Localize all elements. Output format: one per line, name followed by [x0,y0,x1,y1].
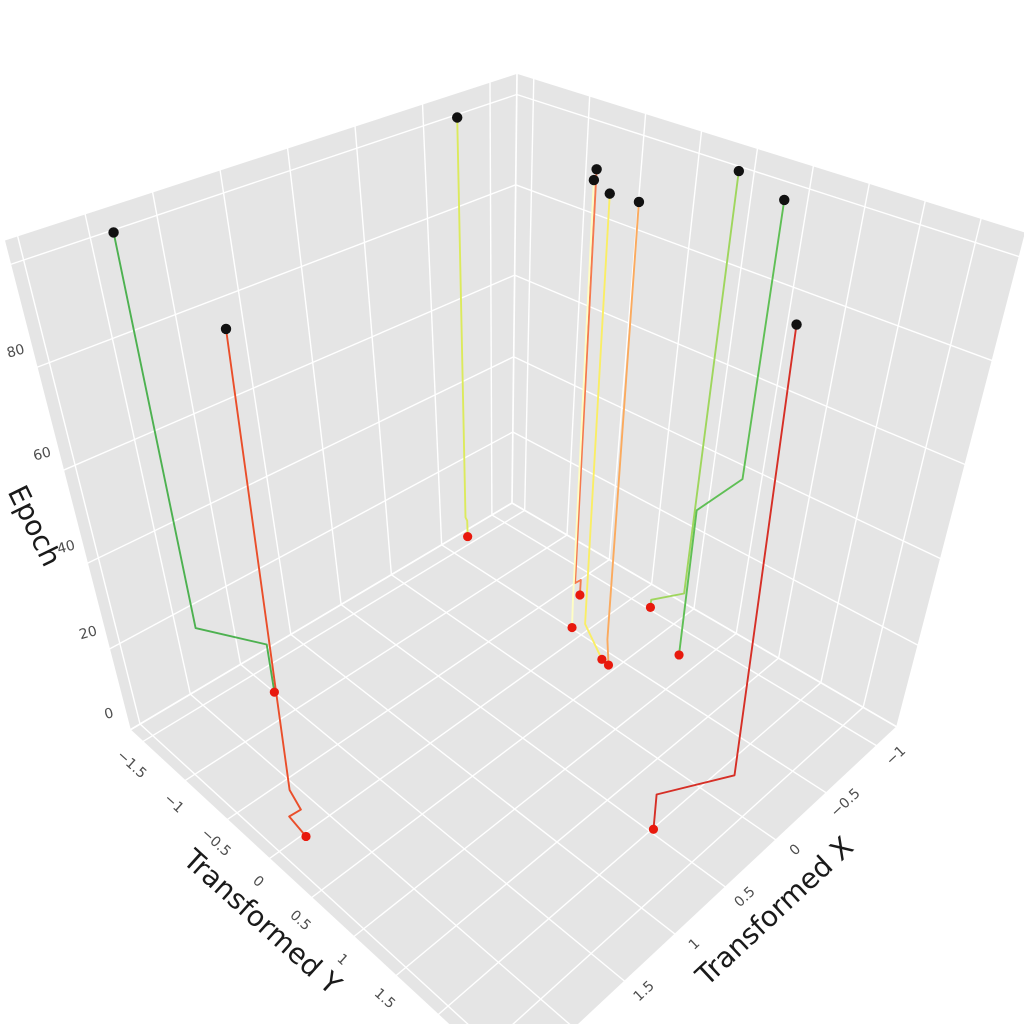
x-tick-label: 1 [686,935,703,953]
box-edge [129,502,513,731]
floor-grid-x [340,603,727,888]
epoch-end-marker-6 [779,194,790,206]
floor-grid-y [353,632,737,938]
floor-grid-y [142,509,526,743]
leftwall-grid-x [286,147,342,605]
epoch-end-marker-2 [108,227,119,238]
trajectory-line-1 [456,116,469,538]
rightwall-grid-y [735,165,815,634]
box-edge [516,72,1024,233]
leftwall-grid-x [16,235,141,725]
x-tick-label: 1.5 [631,978,658,1005]
rightwall-grid-z [516,93,1020,258]
y-tick-label: −1.5 [113,747,149,782]
z-tick-label: 20 [77,623,98,643]
floor-grid-x [139,723,469,1024]
trajectory-line-9 [584,192,611,661]
epoch-end-marker-9 [604,188,615,199]
epoch-start-marker-8 [567,622,577,633]
box-edge [578,726,898,1024]
floor-grid-y [437,682,822,1016]
epoch-start-marker-2 [269,687,279,697]
right-wall-pane [512,73,1024,727]
leftwall-grid-x [84,213,191,695]
epoch-start-marker-1 [463,531,473,542]
leftwall-grid-z [62,274,515,471]
leftwall-grid-x [151,191,242,665]
floor-grid-x [189,693,571,1024]
leftwall-grid-z [36,184,516,369]
trajectory-line-3 [225,327,307,838]
box-edge [511,72,518,504]
trajectory-line-7 [574,168,598,596]
rightwall-grid-y [693,148,759,609]
z-tick-label: 40 [55,538,76,558]
epoch-end-marker-5 [733,165,745,177]
epoch-start-marker-6 [674,650,684,660]
y-tick-label: 1.5 [371,985,398,1012]
left-wall-pane [4,73,517,730]
grid-lines [10,78,1020,1024]
box-edge [3,72,518,241]
trajectory-line-10 [606,200,640,666]
y-tick-label: −1 [161,791,187,817]
trajectory-line-2 [112,231,276,694]
box-edge [3,239,131,731]
leftwall-grid-z [10,93,517,266]
epoch-end-marker-3 [220,323,232,335]
x-tick-label: −1 [883,743,909,769]
rightwall-grid-y [820,200,927,683]
epoch-end-marker-4 [791,319,802,330]
rightwall-grid-y [862,217,982,708]
z-axis-title: Epoch [1,480,68,572]
floor-grid-x [290,633,676,935]
leftwall-grid-x [219,169,292,635]
floor-grid-y [395,657,779,977]
epoch-end-marker-1 [451,112,463,123]
floor-grid-y [311,608,695,899]
trajectory-lines [112,116,798,838]
rightwall-grid-y [777,182,871,659]
box-edge [896,236,1024,728]
floor-grid-x [390,574,777,841]
floor-grid-y [512,706,864,1024]
trajectory-line-8 [571,179,595,629]
floor-grid-x [491,514,878,747]
y-tick-label: 0 [249,873,266,891]
box-edge [129,729,450,1024]
x-tick-label: −0.5 [828,786,864,821]
epoch-start-marker-3 [301,831,311,842]
epoch-start-marker-5 [645,602,656,612]
epoch-end-marker-7 [591,164,602,175]
trajectory-line-4 [652,323,798,831]
floor-grid-x [441,544,827,794]
z-tick-label: 60 [31,444,52,464]
leftwall-grid-z [108,431,514,650]
trajectory-markers [108,112,802,842]
leftwall-grid-z [86,356,515,565]
x-tick-label: 0 [787,841,804,859]
z-tick-label: 80 [5,342,26,362]
z-tick-labels: 0 20 40 60 80 [5,342,115,724]
epoch-start-marker-9 [597,654,607,664]
floor-grid-y [184,534,568,782]
floor-grid-x [240,663,626,982]
epoch-start-marker-4 [648,824,659,834]
epoch-end-marker-10 [633,196,645,208]
rightwall-grid-y [650,130,703,585]
epoch-start-marker-10 [603,660,614,670]
trajectory-line-6 [678,198,786,656]
floor-grid-y [226,559,610,821]
epoch-end-marker-8 [588,174,600,186]
epoch-start-marker-7 [575,590,585,600]
z-tick-label: 0 [103,705,116,723]
